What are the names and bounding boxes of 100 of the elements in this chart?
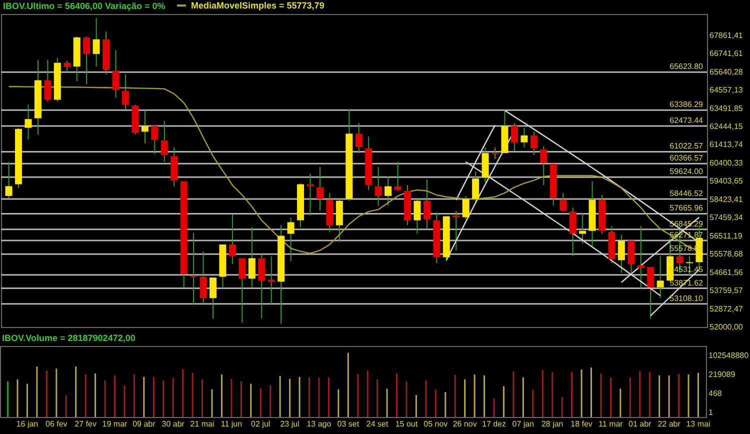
x-tick-label: 01 abr xyxy=(628,420,652,428)
y-tick-label: 468 xyxy=(708,389,722,398)
x-tick-label: 11 jun xyxy=(220,420,242,428)
y-tick-label: 53759,57 xyxy=(710,286,744,296)
candlestick xyxy=(569,207,576,257)
y-tick-label: 55578,68 xyxy=(710,250,744,259)
candlestick xyxy=(462,195,470,220)
ref-line-label: 60366.57 xyxy=(670,154,704,163)
candlestick xyxy=(628,240,635,274)
y-tick-label: 58423,41 xyxy=(710,194,744,204)
candlestick xyxy=(238,258,246,324)
x-tick-label: 19 mar xyxy=(102,420,128,428)
x-tick-label: 27 fev xyxy=(74,420,96,428)
y-tick-label: 52000,00 xyxy=(710,322,744,332)
x-tick-label: 24 set xyxy=(366,420,389,428)
y-tick-label: 102548880 xyxy=(708,351,750,360)
candlestick xyxy=(258,254,266,320)
candlestick xyxy=(92,17,100,68)
candlestick xyxy=(151,125,158,155)
candlestick xyxy=(200,250,207,304)
x-tick-label: 16 jan xyxy=(16,420,38,428)
ref-line-label: 53108.10 xyxy=(670,294,704,303)
ref-line-label: 58446.52 xyxy=(670,188,704,198)
candlestick xyxy=(287,216,294,262)
ref-line-label: 61022.57 xyxy=(670,142,704,151)
candlestick xyxy=(540,146,548,186)
candlestick xyxy=(44,59,52,102)
candlestick xyxy=(190,232,198,306)
x-tick-label: 03 set xyxy=(337,420,360,428)
x-tick-label: 02 jul xyxy=(251,420,270,428)
y-tick-label: 52872,47 xyxy=(710,304,744,314)
x-tick-label: 18 fev xyxy=(570,420,592,428)
y-tick-label: 63491,85 xyxy=(710,104,744,113)
x-tick-label: 22 abr xyxy=(658,420,681,428)
x-tick-label: 23 jul xyxy=(280,420,300,428)
candlestick xyxy=(24,104,32,140)
y-tick-label: 66741,61 xyxy=(710,49,744,58)
x-tick-label: 13 ago xyxy=(306,420,332,428)
y-tick-label: 57459,34 xyxy=(710,213,744,222)
candlestick xyxy=(394,161,402,192)
x-tick-label: 26 nov xyxy=(452,420,477,428)
candlestick xyxy=(160,120,168,162)
x-tick-label: 07 jan xyxy=(512,420,534,428)
candlestick xyxy=(510,122,518,152)
y-tick-label: 61413,74 xyxy=(710,140,744,150)
candlestick xyxy=(384,176,392,206)
x-tick-label: 21 mai xyxy=(190,420,214,428)
candlestick xyxy=(112,50,120,98)
x-tick-label: 06 fev xyxy=(46,420,68,428)
candlestick xyxy=(452,210,460,251)
candlestick xyxy=(579,212,586,244)
candlestick xyxy=(374,166,382,206)
y-tick-label: 59403,65 xyxy=(710,176,744,186)
ref-line-label: 63386.29 xyxy=(670,100,704,110)
y-tick-label: 62444,15 xyxy=(710,122,744,132)
candlestick xyxy=(647,266,654,320)
candlestick xyxy=(268,256,275,306)
y-tick-label: 56511,19 xyxy=(710,231,743,240)
candlestick xyxy=(64,60,71,74)
candlestick xyxy=(414,199,421,234)
chart-title: IBOV.Ultimo = 56406,00 Variação = 0% xyxy=(3,1,166,11)
candlestick xyxy=(520,127,528,148)
candlestick xyxy=(122,74,129,110)
y-tick-label: 64557,13 xyxy=(710,86,744,95)
x-tick-label: 11 mar xyxy=(598,420,624,428)
y-tick-label: 65640,28 xyxy=(710,67,744,76)
ref-line-label: 59624.00 xyxy=(670,167,704,176)
legend-label: MediaMovelSimples = 55773,79 xyxy=(191,0,324,10)
x-tick-label: 28 jan xyxy=(541,420,564,428)
x-tick-label: 17 dez xyxy=(482,420,506,428)
candlestick xyxy=(618,234,625,274)
candlestick xyxy=(560,192,567,212)
candlestick xyxy=(355,122,362,154)
candlestick xyxy=(209,277,216,320)
ref-line-label: 57665.96 xyxy=(670,204,704,213)
ref-line-label: 65623.80 xyxy=(670,62,704,72)
candlestick xyxy=(141,110,148,144)
y-tick-label: 67861,41 xyxy=(710,30,744,40)
y-tick-label: 219089 xyxy=(708,370,736,380)
x-tick-label: 13 mai xyxy=(686,420,710,428)
candlestick xyxy=(83,36,90,85)
candlestick xyxy=(5,161,12,198)
candlestick xyxy=(656,256,664,299)
y-tick-label: 54661,56 xyxy=(710,268,744,277)
candlestick xyxy=(423,178,430,230)
chart-title: IBOV.Volume = 28187902472,00 xyxy=(2,333,136,343)
y-tick-label: 1 xyxy=(708,408,714,418)
candlestick xyxy=(530,131,538,156)
ref-line-label: 62473.44 xyxy=(670,116,704,126)
candlestick xyxy=(637,226,644,289)
candlestick xyxy=(228,214,236,265)
candlestick xyxy=(472,171,480,204)
x-tick-label: 15 out xyxy=(395,420,418,428)
candlestick xyxy=(248,226,256,288)
candlestick xyxy=(316,166,324,212)
x-tick-label: 05 nov xyxy=(424,420,448,428)
y-tick-label: 60400,33 xyxy=(710,158,744,168)
x-tick-label: 30 abr xyxy=(162,420,185,428)
candlestick xyxy=(492,146,499,160)
candlestick xyxy=(306,173,314,216)
